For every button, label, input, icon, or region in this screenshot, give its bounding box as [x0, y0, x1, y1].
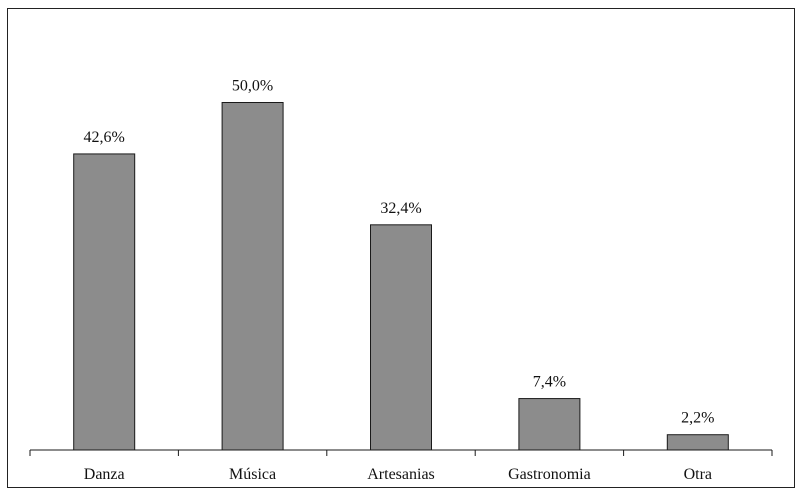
- bar-gastronomia: [518, 398, 581, 451]
- x-tick-label: Danza: [84, 466, 125, 483]
- x-tick-label: Artesanias: [367, 466, 435, 483]
- data-label: 32,4%: [380, 200, 421, 217]
- bar-musica: [221, 102, 284, 451]
- data-label: 42,6%: [84, 129, 125, 146]
- x-tick-label: Música: [229, 466, 276, 483]
- bar-otra: [666, 434, 729, 451]
- bar-artesanias: [370, 224, 432, 451]
- x-tick-label: Otra: [684, 466, 712, 483]
- data-label: 2,2%: [681, 410, 714, 427]
- x-tick-label: Gastronomia: [508, 466, 591, 483]
- data-label: 7,4%: [533, 374, 566, 391]
- bar-danza: [73, 153, 136, 451]
- data-label: 50,0%: [232, 78, 273, 95]
